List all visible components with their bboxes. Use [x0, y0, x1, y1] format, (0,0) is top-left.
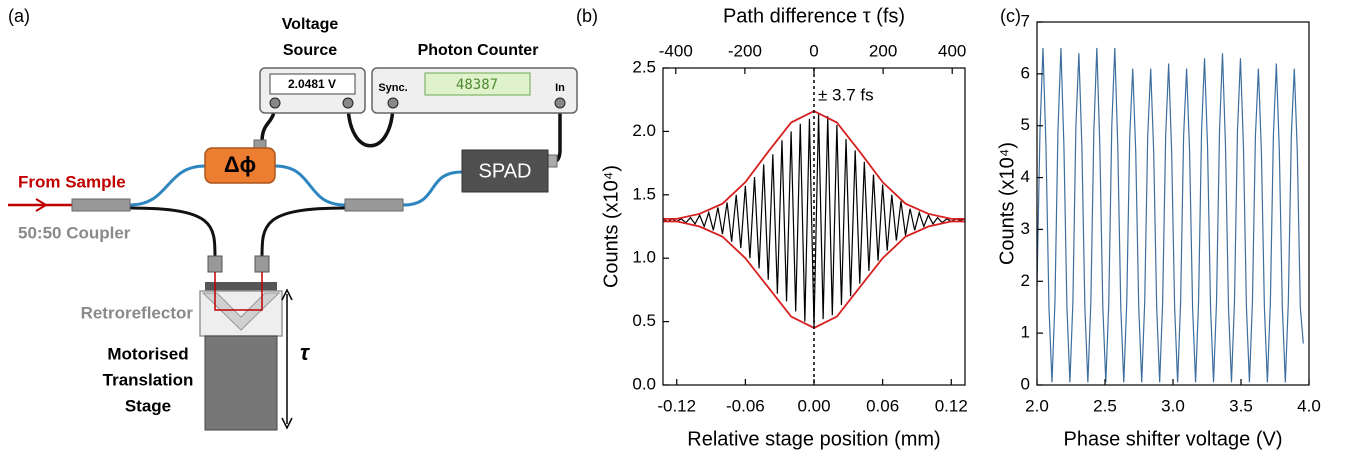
- y-tick-label: 3: [1021, 219, 1030, 238]
- y-tick-label: 2: [1021, 271, 1030, 290]
- x-tick-label: 4.0: [1297, 396, 1321, 415]
- x2-tick-label: 400: [938, 41, 966, 60]
- detector: [461, 149, 549, 193]
- label: Voltage: [282, 16, 339, 33]
- y-tick-label: 2.5: [632, 57, 656, 76]
- panel-label: (b): [576, 6, 598, 26]
- y-tick-label: 5: [1021, 115, 1030, 134]
- stage-top: [205, 282, 277, 291]
- x-axis-label: Relative stage position (mm): [687, 428, 940, 450]
- label: SPAD: [479, 160, 532, 182]
- x-tick-label: 2.0: [1025, 396, 1049, 415]
- annotation: ± 3.7 fs: [818, 85, 874, 104]
- data-line: [1036, 47, 1304, 383]
- x2-axis-label: Path difference τ (fs): [723, 5, 905, 27]
- label: Source: [283, 42, 337, 59]
- fibre: [402, 170, 463, 207]
- connector: [547, 154, 558, 168]
- fibre: [129, 206, 217, 259]
- x-tick-label: -0.12: [657, 396, 696, 415]
- phase-shifter: [204, 147, 276, 184]
- connector: [554, 97, 566, 109]
- x2-tick-label: 200: [869, 41, 897, 60]
- label: From Sample: [18, 172, 126, 191]
- x-tick-label: 0.12: [935, 396, 968, 415]
- x2-tick-label: -200: [728, 41, 762, 60]
- coupler: [344, 198, 404, 212]
- y-axis-label: Counts (x10⁴): [600, 165, 622, 288]
- y-tick-label: 1.0: [632, 248, 656, 267]
- panel-label: (a): [8, 6, 30, 26]
- fibre: [260, 206, 346, 259]
- x2-tick-label: 0: [809, 41, 818, 60]
- label: In: [555, 82, 565, 94]
- label: Translation: [103, 370, 194, 389]
- label: τ: [300, 340, 310, 365]
- coupler: [71, 198, 131, 212]
- x-axis-label: Phase shifter voltage (V): [1064, 428, 1283, 450]
- y-tick-label: 0.0: [632, 374, 656, 393]
- y-tick-label: 1: [1021, 323, 1030, 342]
- arrow-heads: [281, 288, 293, 430]
- connector: [269, 97, 281, 109]
- beam: [214, 272, 263, 311]
- x-tick-label: 0.00: [797, 396, 830, 415]
- y-tick-label: 0: [1021, 374, 1030, 393]
- x-tick-label: 0.06: [866, 396, 899, 415]
- y-tick-label: 1.5: [632, 184, 656, 203]
- retroreflector-prism: [201, 292, 281, 331]
- label: 50:50 Coupler: [18, 223, 131, 242]
- y-tick-label: 7: [1021, 11, 1030, 30]
- y-tick-label: 6: [1021, 63, 1030, 82]
- y-axis-label: Counts (x10⁴): [996, 142, 1018, 265]
- connector: [254, 255, 270, 273]
- x2-tick-label: -400: [659, 41, 693, 60]
- x-tick-label: -0.06: [726, 396, 765, 415]
- label: Retroreflector: [81, 303, 194, 322]
- chart: (c) 0 1 2 3 4 5 6 7 2.0 2.5 3.0 3.5 4.0 Phase shifter …: [996, 6, 1321, 451]
- fibre: [274, 164, 346, 207]
- x-tick-label: 3.5: [1229, 396, 1253, 415]
- wire: [346, 102, 395, 148]
- label: Δϕ: [224, 152, 256, 177]
- connector: [342, 97, 354, 109]
- x-tick-label: 3.0: [1161, 396, 1185, 415]
- setup-diagram: (a) Voltage Source Photon Counter 2.0481…: [8, 6, 578, 431]
- connector: [207, 255, 223, 273]
- y-tick-label: 4: [1021, 167, 1030, 186]
- display: [424, 72, 531, 96]
- chart: (b) ± 3.7 fs 0.0 0.5 1.0 1.5 2.0 2.5 -0.12 -0.06 0…: [576, 5, 968, 450]
- display: [269, 73, 356, 95]
- y-tick-label: 2.0: [632, 121, 656, 140]
- display-text: 48387: [456, 77, 498, 93]
- y-tick-label: 0.5: [632, 311, 656, 330]
- arrow: [35, 198, 48, 212]
- connector: [387, 97, 399, 109]
- x-tick-label: 2.5: [1093, 396, 1117, 415]
- label: Motorised: [107, 344, 188, 363]
- label: Stage: [125, 396, 171, 415]
- panel-label: (c): [1000, 6, 1021, 26]
- translation-stage: [204, 335, 278, 431]
- display-text: 2.0481 V: [288, 77, 336, 91]
- label: Sync.: [378, 82, 407, 94]
- label: Photon Counter: [418, 42, 539, 59]
- fibre: [129, 164, 206, 207]
